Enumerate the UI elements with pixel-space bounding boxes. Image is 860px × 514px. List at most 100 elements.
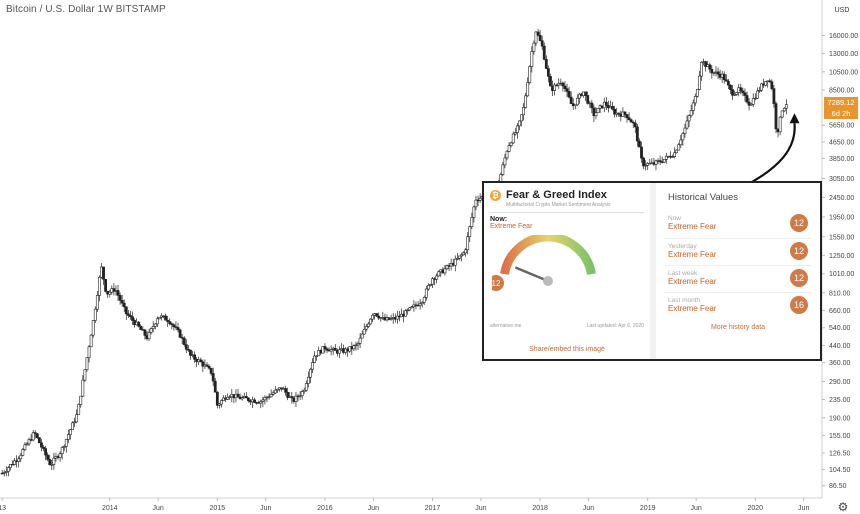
- candle-body: [594, 112, 598, 117]
- candle-body: [2, 472, 6, 474]
- candle-body: [755, 90, 759, 99]
- candle-body: [273, 389, 277, 394]
- candle-body: [131, 316, 134, 321]
- annotation-arrow-head: [789, 113, 800, 124]
- candle-body: [462, 252, 465, 256]
- candle-body: [532, 42, 536, 52]
- fear-greed-widget: ₿ Fear & Greed Index Multifactorial Cryp…: [482, 181, 822, 361]
- y-tick-label: 4650.00: [829, 140, 854, 147]
- candle-body: [683, 127, 687, 134]
- candle-body: [538, 34, 542, 41]
- candle-body: [354, 344, 358, 347]
- candle-body: [780, 110, 784, 118]
- candle-body: [168, 321, 172, 324]
- widget-footer: alternative.me Last updated: Apr 6, 2020: [490, 323, 644, 329]
- x-tick-label: 2017: [425, 505, 441, 512]
- candle-body: [87, 346, 91, 358]
- y-tick-label: 2450.00: [829, 195, 854, 202]
- x-tick-label: 2016: [317, 505, 333, 512]
- historical-text: Yesterday Extreme Fear: [668, 243, 716, 259]
- candle-body: [724, 79, 728, 82]
- historical-score: 12: [790, 268, 808, 287]
- candle-body: [209, 367, 213, 374]
- y-tick-label: 660.00: [829, 308, 851, 315]
- x-tick-label: Jun: [153, 505, 164, 512]
- candle-body: [590, 102, 594, 109]
- fear-greed-panel: ₿ Fear & Greed Index Multifactorial Cryp…: [484, 183, 650, 359]
- historical-value: Extreme Fear: [668, 276, 717, 286]
- candle-body: [429, 284, 432, 286]
- candle-body: [561, 82, 565, 87]
- x-tick-label: 2014: [102, 505, 118, 512]
- candle-body: [97, 276, 101, 296]
- score-badge: [492, 275, 504, 291]
- candle-body: [536, 31, 540, 36]
- candle-body: [470, 217, 474, 227]
- candle-body: [40, 442, 43, 448]
- candle-body: [691, 102, 695, 111]
- y-tick-label: 190.00: [829, 415, 851, 422]
- candle-body: [286, 392, 290, 398]
- candle-body: [180, 337, 184, 339]
- updated-label: Last updated: Apr 6, 2020: [586, 323, 644, 329]
- share-link[interactable]: Share/embed this image: [529, 346, 605, 353]
- candle-body: [526, 82, 530, 97]
- candle-body: [50, 464, 54, 466]
- candle-body: [389, 318, 393, 320]
- candle-body: [520, 114, 523, 122]
- candle-body: [313, 355, 316, 363]
- candle-body: [522, 107, 525, 116]
- candle-body: [631, 121, 635, 124]
- candle-body: [638, 140, 641, 148]
- more-history-link[interactable]: More history data: [710, 324, 766, 331]
- candle-body: [112, 288, 116, 292]
- candle-body: [673, 152, 676, 157]
- candle-body: [23, 444, 27, 450]
- candle-body: [418, 303, 422, 306]
- candle-body: [768, 80, 772, 83]
- candle-body: [644, 165, 648, 167]
- x-tick-label: Jun: [475, 505, 486, 512]
- candle-body: [79, 395, 83, 405]
- candle-body: [176, 327, 180, 331]
- candle-body: [60, 447, 64, 455]
- candle-body: [81, 379, 85, 397]
- gauge-hub: [543, 276, 553, 286]
- candle-body: [323, 346, 327, 350]
- candle-body: [530, 51, 534, 67]
- candle-body: [404, 310, 408, 317]
- x-tick-label: 2015: [210, 505, 226, 512]
- candle-body: [309, 368, 312, 378]
- candle-body: [406, 309, 410, 312]
- candle-body: [304, 383, 308, 391]
- y-tick-label: 1010.00: [829, 271, 854, 278]
- candle-body: [751, 98, 755, 105]
- candle-body: [77, 404, 81, 415]
- candle-body: [298, 395, 302, 397]
- gear-icon[interactable]: ⚙: [837, 500, 849, 514]
- candle-body: [507, 145, 511, 152]
- last-price-tag: 7289.12: [824, 97, 858, 109]
- candle-body: [66, 434, 70, 440]
- candle-body: [124, 306, 128, 315]
- candle-body: [275, 388, 279, 391]
- candle-body: [468, 226, 472, 237]
- candle-body: [623, 111, 627, 115]
- candle-body: [126, 313, 130, 316]
- candle-body: [259, 401, 263, 404]
- candle-body: [513, 132, 517, 135]
- historical-text: Last month Extreme Fear: [668, 297, 716, 313]
- candle-body: [25, 443, 29, 446]
- x-tick-label: 13: [0, 505, 6, 512]
- candle-body: [44, 448, 48, 456]
- candle-body: [215, 391, 219, 406]
- candle-body: [557, 83, 561, 86]
- candle-body: [567, 91, 571, 98]
- candle-body: [356, 343, 360, 346]
- candle-body: [511, 133, 515, 144]
- historical-value: Extreme Fear: [668, 303, 717, 313]
- candle-body: [586, 95, 590, 104]
- historical-row: Last month Extreme Fear 16: [664, 292, 812, 316]
- candle-body: [129, 315, 132, 317]
